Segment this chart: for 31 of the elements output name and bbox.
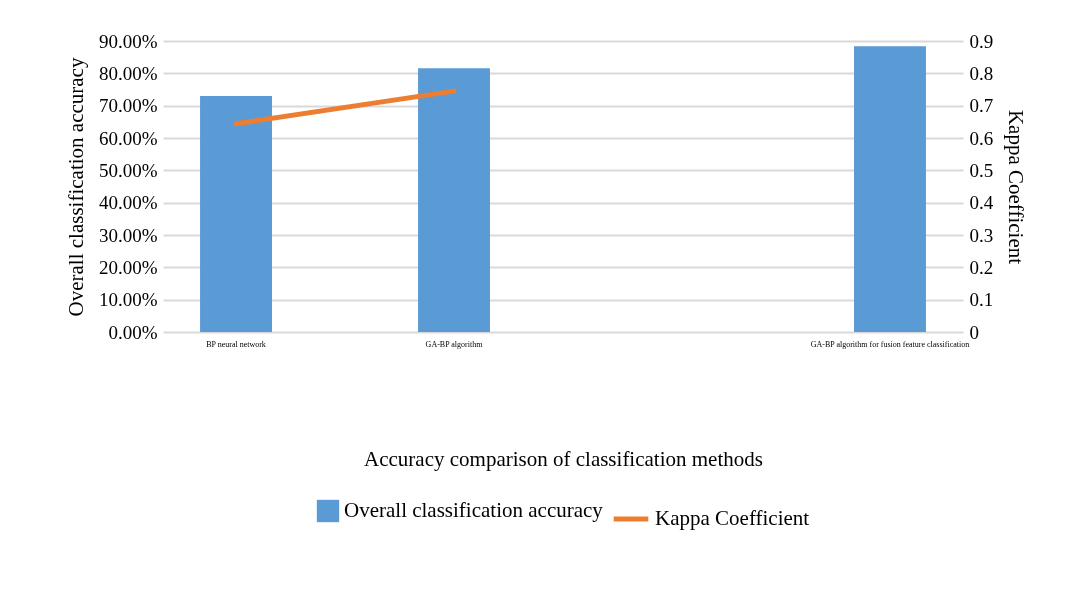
legend-label: Overall classification accuracy	[344, 498, 604, 522]
bar	[418, 68, 490, 332]
y-tick-label: 60.00%	[98, 127, 158, 149]
y2-tick-label: 0	[969, 321, 979, 343]
bar	[200, 95, 272, 332]
y2-tick-label: 0.9	[969, 30, 994, 52]
legend-label: Kappa Coefficient	[655, 506, 810, 530]
x-tick-label: BP neural network	[206, 339, 266, 349]
y2-tick-label: 0.7	[969, 95, 994, 117]
y-tick-label: 50.00%	[98, 159, 158, 181]
y2-tick-label: 0.6	[969, 127, 994, 149]
x-tick-label: GA-BP algorithm	[425, 339, 484, 349]
y2-tick-label: 0.1	[969, 289, 994, 311]
y-tick-label: 20.00%	[98, 256, 158, 278]
x-tick-label: GA-BP algorithm for fusion feature classification	[810, 339, 970, 349]
y-tick-label: 0.00%	[108, 321, 158, 343]
y-tick-label: 80.00%	[98, 62, 158, 84]
y2-axis-title: Kappa Coefficient	[1004, 109, 1029, 265]
y2-tick-label: 0.3	[969, 224, 994, 246]
y2-tick-label: 0.8	[969, 62, 994, 84]
y-tick-label: 30.00%	[98, 224, 158, 246]
y2-tick-label: 0.5	[969, 159, 994, 181]
y2-tick-label: 0.4	[969, 192, 994, 214]
y-tick-label: 10.00%	[98, 289, 158, 311]
bar	[854, 46, 926, 332]
x-axis-title: Accuracy comparison of classification methods	[364, 446, 763, 471]
y2-tick-label: 0.2	[969, 256, 994, 278]
y-tick-label: 40.00%	[98, 192, 158, 214]
y-tick-label: 90.00%	[98, 30, 158, 52]
y-tick-label: 70.00%	[98, 95, 158, 117]
y-axis-title: Overall classification accuracy	[63, 57, 88, 317]
